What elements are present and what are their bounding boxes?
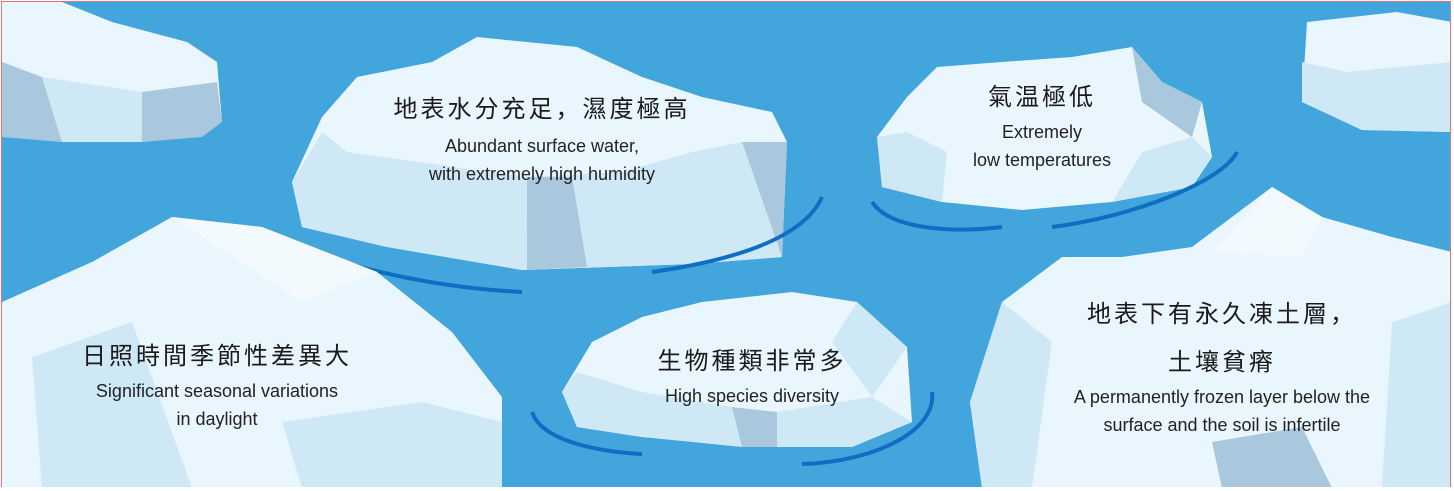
label-species: 生物種類非常多 High species diversity xyxy=(602,344,902,410)
label-permafrost-zh-1: 地表下有永久凍土層， xyxy=(1087,300,1357,328)
iceberg-top-left xyxy=(2,2,222,142)
label-permafrost-zh-2: 土壤貧瘠 xyxy=(1168,348,1276,376)
label-species-en-1: High species diversity xyxy=(664,386,840,406)
iceberg-low-temp xyxy=(877,47,1212,210)
label-low-temp-en-2: low temperatures xyxy=(972,150,1112,170)
label-low-temp-en-1: Extremely xyxy=(1001,122,1082,142)
label-low-temp-zh: 氣温極低 xyxy=(988,83,1096,111)
label-low-temp: 氣温極低 Extremely low temperatures xyxy=(902,80,1182,174)
label-surface-water-en-2: with extremely high humidity xyxy=(428,164,656,184)
label-permafrost-en-1: A permanently frozen layer below the xyxy=(1073,387,1371,407)
label-daylight-en-1: Significant seasonal variations xyxy=(95,381,339,401)
label-daylight-zh: 日照時間季節性差異大 xyxy=(82,342,352,370)
label-surface-water-en-1: Abundant surface water, xyxy=(444,136,640,156)
iceberg-species xyxy=(562,292,912,447)
label-permafrost: 地表下有永久凍土層， 土壤貧瘠 A permanently frozen lay… xyxy=(1007,297,1437,439)
iceberg-top-right xyxy=(1302,12,1450,132)
iceberg-surface-water xyxy=(292,37,787,270)
label-species-zh: 生物種類非常多 xyxy=(657,347,847,375)
label-surface-water: 地表水分充足，濕度極高 Abundant surface water, with… xyxy=(332,92,752,188)
iceberg-permafrost xyxy=(970,187,1450,487)
label-surface-water-zh: 地表水分充足，濕度極高 xyxy=(393,95,691,123)
iceberg-daylight xyxy=(2,217,502,487)
label-permafrost-en-2: surface and the soil is infertile xyxy=(1103,415,1341,435)
label-daylight: 日照時間季節性差異大 Significant seasonal variatio… xyxy=(22,339,412,433)
label-daylight-en-2: in daylight xyxy=(176,409,258,429)
